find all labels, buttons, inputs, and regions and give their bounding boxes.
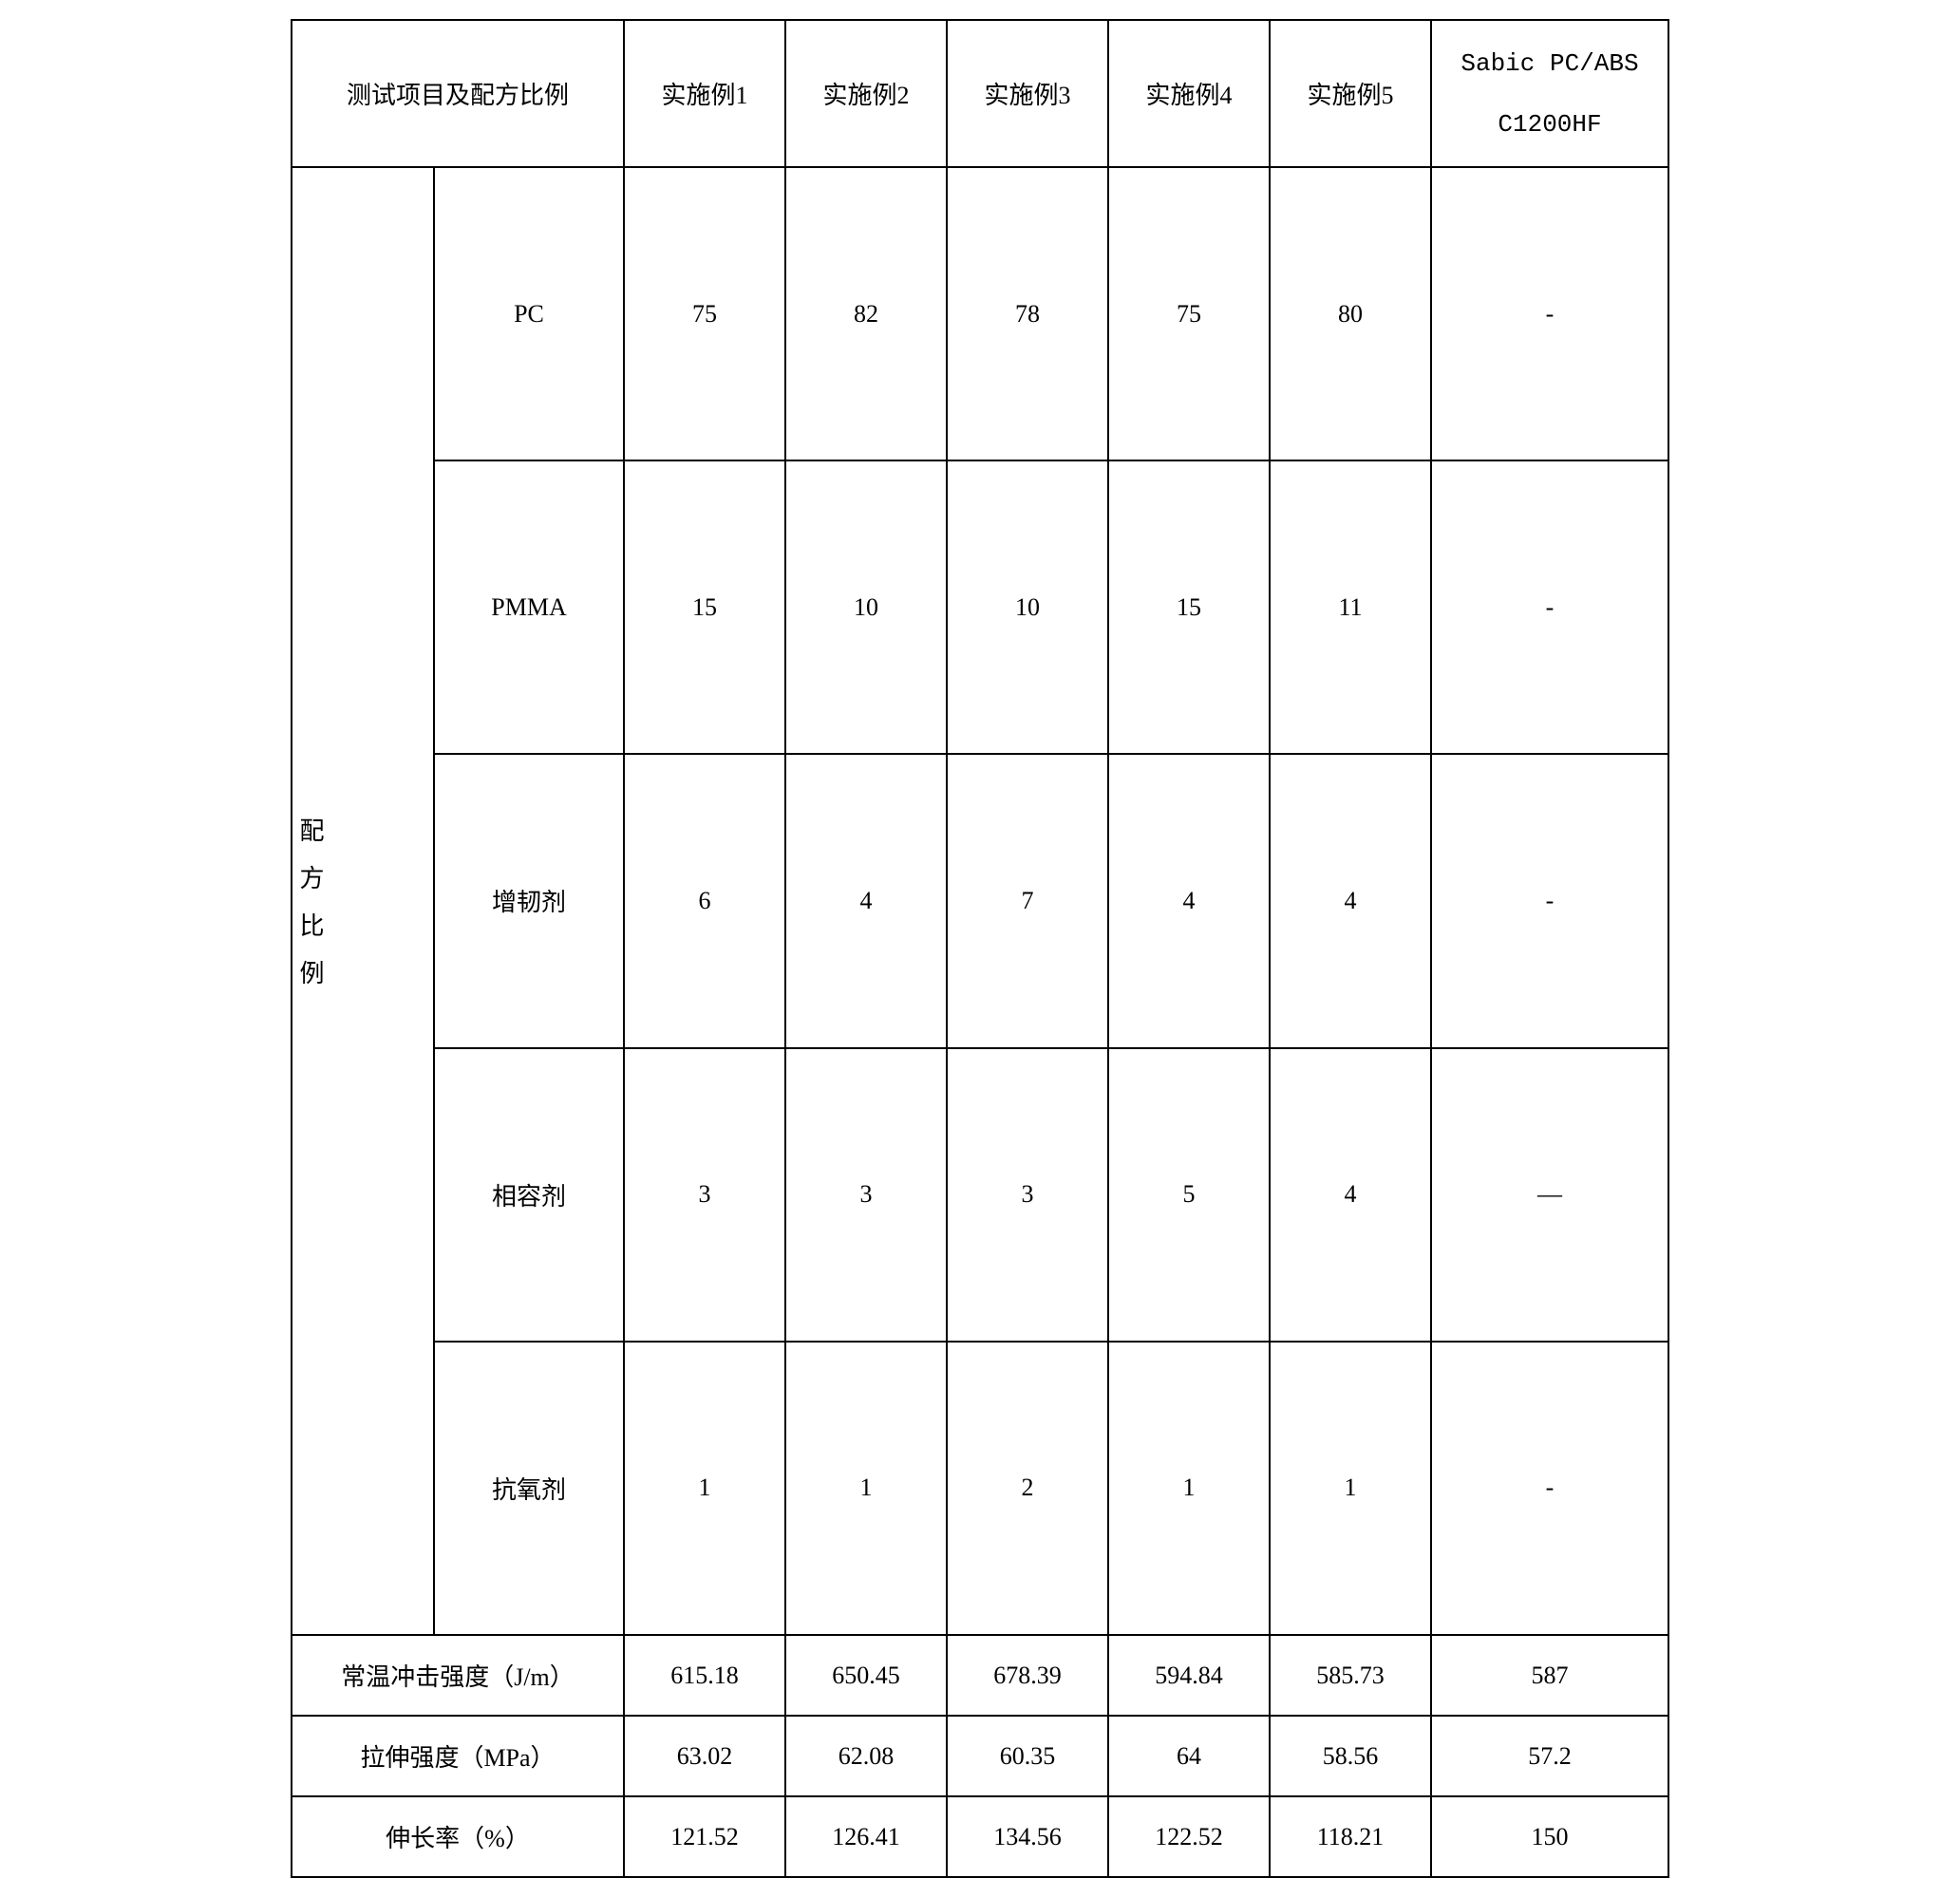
cell-f1-c6: - [1431, 167, 1668, 460]
header-last-line2: C1200HF [1498, 110, 1601, 139]
cell-f2-c1: 15 [624, 460, 785, 754]
formula-label-4: 相容剂 [434, 1048, 624, 1342]
cell-p3-c4: 122.52 [1108, 1796, 1270, 1877]
cell-f5-c6: - [1431, 1342, 1668, 1635]
cell-p3-c6: 150 [1431, 1796, 1668, 1877]
cell-p2-c1: 63.02 [624, 1716, 785, 1796]
cell-p2-c5: 58.56 [1270, 1716, 1431, 1796]
cell-f4-c1: 3 [624, 1048, 785, 1342]
formula-row-1: 配方比例 PC 75 82 78 75 80 - [292, 167, 1668, 460]
cell-f3-c2: 4 [785, 754, 947, 1047]
formula-row-4: 相容剂 3 3 3 5 4 — [292, 1048, 1668, 1342]
cell-f2-c5: 11 [1270, 460, 1431, 754]
header-col-1: 实施例1 [624, 20, 785, 167]
cell-p1-c6: 587 [1431, 1635, 1668, 1716]
cell-f4-c6: — [1431, 1048, 1668, 1342]
formula-row-5: 抗氧剂 1 1 2 1 1 - [292, 1342, 1668, 1635]
property-row-3: 伸长率（%） 121.52 126.41 134.56 122.52 118.2… [292, 1796, 1668, 1877]
cell-p3-c5: 118.21 [1270, 1796, 1431, 1877]
cell-f1-c5: 80 [1270, 167, 1431, 460]
cell-f5-c3: 2 [947, 1342, 1108, 1635]
header-row: 测试项目及配方比例 实施例1 实施例2 实施例3 实施例4 实施例5 Sabic… [292, 20, 1668, 167]
table-body: 测试项目及配方比例 实施例1 实施例2 实施例3 实施例4 实施例5 Sabic… [292, 20, 1668, 1877]
row-group-label-cell: 配方比例 [292, 167, 434, 1635]
row-group-label: 配方比例 [292, 168, 328, 1634]
cell-f2-c6: - [1431, 460, 1668, 754]
cell-f5-c5: 1 [1270, 1342, 1431, 1635]
cell-f1-c4: 75 [1108, 167, 1270, 460]
header-col-last: Sabic PC/ABS C1200HF [1431, 20, 1668, 167]
header-main-label: 测试项目及配方比例 [292, 20, 624, 167]
property-label-3: 伸长率（%） [292, 1796, 624, 1877]
cell-f2-c3: 10 [947, 460, 1108, 754]
cell-f3-c4: 4 [1108, 754, 1270, 1047]
header-col-2: 实施例2 [785, 20, 947, 167]
cell-f4-c2: 3 [785, 1048, 947, 1342]
cell-p3-c3: 134.56 [947, 1796, 1108, 1877]
cell-f1-c3: 78 [947, 167, 1108, 460]
header-col-4: 实施例4 [1108, 20, 1270, 167]
cell-p1-c4: 594.84 [1108, 1635, 1270, 1716]
formula-row-3: 增韧剂 6 4 7 4 4 - [292, 754, 1668, 1047]
table-container: 测试项目及配方比例 实施例1 实施例2 实施例3 实施例4 实施例5 Sabic… [272, 0, 1688, 1897]
property-label-1: 常温冲击强度（J/m） [292, 1635, 624, 1716]
cell-p3-c2: 126.41 [785, 1796, 947, 1877]
cell-f2-c4: 15 [1108, 460, 1270, 754]
cell-p2-c6: 57.2 [1431, 1716, 1668, 1796]
cell-f4-c5: 4 [1270, 1048, 1431, 1342]
property-row-1: 常温冲击强度（J/m） 615.18 650.45 678.39 594.84 … [292, 1635, 1668, 1716]
cell-f5-c1: 1 [624, 1342, 785, 1635]
cell-f1-c1: 75 [624, 167, 785, 460]
cell-f5-c4: 1 [1108, 1342, 1270, 1635]
cell-p1-c2: 650.45 [785, 1635, 947, 1716]
property-label-2: 拉伸强度（MPa） [292, 1716, 624, 1796]
formula-label-5: 抗氧剂 [434, 1342, 624, 1635]
cell-f3-c6: - [1431, 754, 1668, 1047]
cell-f4-c4: 5 [1108, 1048, 1270, 1342]
header-col-3: 实施例3 [947, 20, 1108, 167]
formula-row-2: PMMA 15 10 10 15 11 - [292, 460, 1668, 754]
cell-p2-c4: 64 [1108, 1716, 1270, 1796]
header-last-line1: Sabic PC/ABS [1461, 49, 1638, 78]
formula-label-1: PC [434, 167, 624, 460]
formula-label-2: PMMA [434, 460, 624, 754]
data-table: 测试项目及配方比例 实施例1 实施例2 实施例3 实施例4 实施例5 Sabic… [291, 19, 1669, 1878]
cell-f3-c1: 6 [624, 754, 785, 1047]
header-col-5: 实施例5 [1270, 20, 1431, 167]
cell-f3-c5: 4 [1270, 754, 1431, 1047]
cell-f3-c3: 7 [947, 754, 1108, 1047]
cell-f4-c3: 3 [947, 1048, 1108, 1342]
cell-p3-c1: 121.52 [624, 1796, 785, 1877]
cell-f2-c2: 10 [785, 460, 947, 754]
cell-p1-c1: 615.18 [624, 1635, 785, 1716]
cell-f1-c2: 82 [785, 167, 947, 460]
cell-p2-c2: 62.08 [785, 1716, 947, 1796]
cell-f5-c2: 1 [785, 1342, 947, 1635]
cell-p2-c3: 60.35 [947, 1716, 1108, 1796]
formula-label-3: 增韧剂 [434, 754, 624, 1047]
cell-p1-c3: 678.39 [947, 1635, 1108, 1716]
property-row-2: 拉伸强度（MPa） 63.02 62.08 60.35 64 58.56 57.… [292, 1716, 1668, 1796]
cell-p1-c5: 585.73 [1270, 1635, 1431, 1716]
